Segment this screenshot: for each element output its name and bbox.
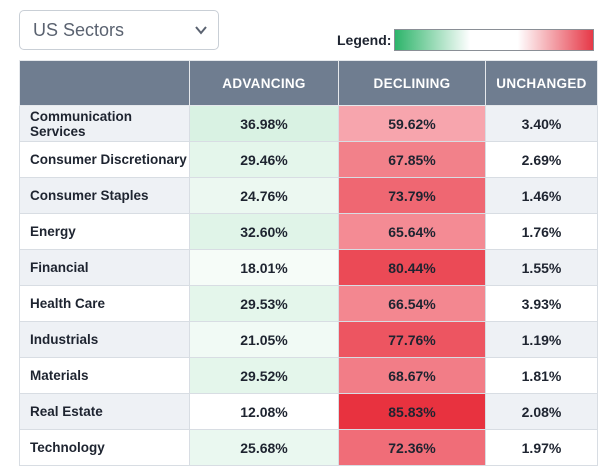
legend-gradient-bar xyxy=(394,29,595,51)
sector-name-cell[interactable]: Technology xyxy=(19,429,190,466)
sector-name-cell[interactable]: Financial xyxy=(19,249,190,286)
unchanged-cell: 1.81% xyxy=(485,357,598,394)
sector-dropdown[interactable]: US Sectors xyxy=(19,10,219,50)
declining-cell: 66.54% xyxy=(338,285,486,322)
advancing-cell: 21.05% xyxy=(189,321,339,358)
declining-cell: 68.67% xyxy=(338,357,486,394)
declining-cell: 72.36% xyxy=(338,429,486,466)
header-unchanged[interactable]: UNCHANGED xyxy=(485,60,598,106)
table-row: Energy 32.60% 65.64% 1.76% xyxy=(19,213,598,250)
table-row: Communication Services 36.98% 59.62% 3.40% xyxy=(19,105,598,142)
advancing-cell: 36.98% xyxy=(189,105,339,142)
table-row: Industrials 21.05% 77.76% 1.19% xyxy=(19,321,598,358)
declining-cell: 85.83% xyxy=(338,393,486,430)
declining-cell: 80.44% xyxy=(338,249,486,286)
unchanged-cell: 1.97% xyxy=(485,429,598,466)
unchanged-cell: 2.08% xyxy=(485,393,598,430)
header-declining[interactable]: DECLINING xyxy=(338,60,486,106)
sector-name-cell[interactable]: Materials xyxy=(19,357,190,394)
advancing-cell: 29.46% xyxy=(189,141,339,178)
declining-cell: 59.62% xyxy=(338,105,486,142)
unchanged-cell: 1.76% xyxy=(485,213,598,250)
chevron-down-icon xyxy=(195,26,207,35)
advancing-cell: 25.68% xyxy=(189,429,339,466)
table-header-row: ADVANCING DECLINING UNCHANGED xyxy=(19,60,598,106)
table-row: Materials 29.52% 68.67% 1.81% xyxy=(19,357,598,394)
sector-breadth-table: ADVANCING DECLINING UNCHANGED Communicat… xyxy=(19,60,598,466)
advancing-cell: 29.52% xyxy=(189,357,339,394)
advancing-cell: 24.76% xyxy=(189,177,339,214)
declining-cell: 65.64% xyxy=(338,213,486,250)
sector-name-cell[interactable]: Energy xyxy=(19,213,190,250)
declining-cell: 73.79% xyxy=(338,177,486,214)
sector-name-cell[interactable]: Consumer Staples xyxy=(19,177,190,214)
sector-name-cell[interactable]: Communication Services xyxy=(19,105,190,142)
table-row: Real Estate 12.08% 85.83% 2.08% xyxy=(19,393,598,430)
legend: Legend: xyxy=(337,28,595,52)
table-row: Consumer Discretionary 29.46% 67.85% 2.69% xyxy=(19,141,598,178)
legend-label: Legend: xyxy=(337,32,392,48)
header-advancing[interactable]: ADVANCING xyxy=(189,60,339,106)
declining-cell: 67.85% xyxy=(338,141,486,178)
sector-name-cell[interactable]: Health Care xyxy=(19,285,190,322)
advancing-cell: 29.53% xyxy=(189,285,339,322)
sector-name-cell[interactable]: Real Estate xyxy=(19,393,190,430)
header-sector xyxy=(19,60,190,106)
unchanged-cell: 3.93% xyxy=(485,285,598,322)
advancing-cell: 18.01% xyxy=(189,249,339,286)
table-row: Financial 18.01% 80.44% 1.55% xyxy=(19,249,598,286)
unchanged-cell: 1.19% xyxy=(485,321,598,358)
advancing-cell: 12.08% xyxy=(189,393,339,430)
sector-name-cell[interactable]: Consumer Discretionary xyxy=(19,141,190,178)
sector-dropdown-value: US Sectors xyxy=(33,19,125,40)
unchanged-cell: 2.69% xyxy=(485,141,598,178)
sector-name-cell[interactable]: Industrials xyxy=(19,321,190,358)
unchanged-cell: 3.40% xyxy=(485,105,598,142)
advancing-cell: 32.60% xyxy=(189,213,339,250)
table-row: Technology 25.68% 72.36% 1.97% xyxy=(19,429,598,466)
table-row: Consumer Staples 24.76% 73.79% 1.46% xyxy=(19,177,598,214)
declining-cell: 77.76% xyxy=(338,321,486,358)
table-row: Health Care 29.53% 66.54% 3.93% xyxy=(19,285,598,322)
unchanged-cell: 1.55% xyxy=(485,249,598,286)
unchanged-cell: 1.46% xyxy=(485,177,598,214)
